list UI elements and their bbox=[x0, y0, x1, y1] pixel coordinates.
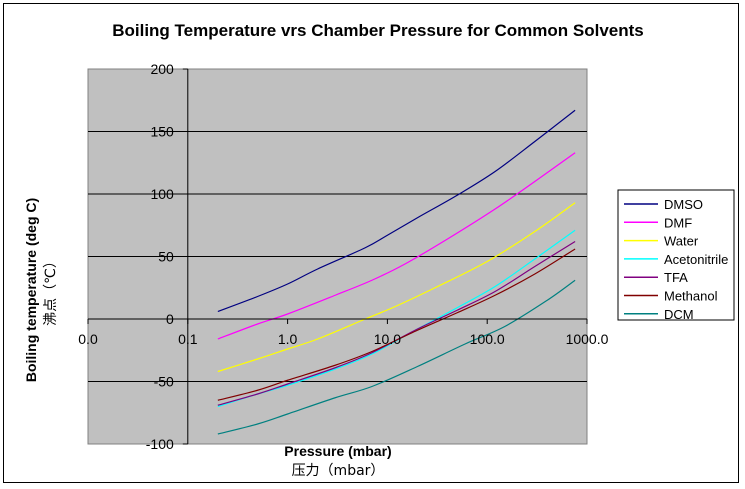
legend-label-dmso: DMSO bbox=[664, 197, 703, 212]
series-line-water bbox=[217, 202, 576, 373]
series-line-dcm bbox=[217, 279, 576, 435]
legend-label-tfa: TFA bbox=[664, 270, 688, 285]
chart-title: Boiling Temperature vrs Chamber Pressure… bbox=[112, 21, 644, 40]
legend-label-methanol: Methanol bbox=[664, 289, 718, 304]
series-line-methanol bbox=[217, 248, 576, 401]
y-tick-label: 150 bbox=[150, 124, 174, 140]
axes bbox=[87, 68, 588, 445]
y-axis-label-chinese: 沸点（℃） bbox=[43, 254, 59, 326]
x-axis-label-chinese: 压力（mbar） bbox=[292, 463, 385, 479]
y-tick-label: -100 bbox=[146, 436, 174, 452]
legend-label-water: Water bbox=[664, 234, 699, 249]
legend: DMSO DMF Water Acetonitrile TFA Methanol DCM bbox=[617, 189, 735, 322]
y-tick-labels: -100 -50 0 50 100 150 200 bbox=[146, 61, 174, 452]
x-tick-label: 1000.0 bbox=[566, 331, 609, 347]
y-tick-label: 50 bbox=[158, 249, 174, 265]
x-axis-label: Pressure (mbar) bbox=[284, 443, 391, 459]
legend-box bbox=[617, 189, 735, 321]
x-tick-label: 10.0 bbox=[374, 331, 401, 347]
legend-label-dmf: DMF bbox=[664, 215, 692, 230]
x-tick-label: 1.0 bbox=[278, 331, 298, 347]
y-tick-label: 200 bbox=[150, 61, 174, 77]
x-tick-label: 0.1 bbox=[178, 331, 198, 347]
series-line-dmso bbox=[217, 109, 576, 313]
x-tick-label: 0.0 bbox=[78, 331, 98, 347]
x-tick-labels: 0.0 0.1 1.0 10.0 100.0 1000.0 bbox=[78, 331, 608, 347]
x-tick-label: 100.0 bbox=[470, 331, 505, 347]
legend-label-acetonitrile: Acetonitrile bbox=[664, 252, 728, 267]
y-tick-label: 100 bbox=[150, 186, 174, 202]
y-tick-label: -50 bbox=[154, 374, 174, 390]
legend-label-dcm: DCM bbox=[664, 307, 694, 322]
y-axis-label: Boiling temperature (deg C) bbox=[23, 198, 39, 382]
y-tick-label: 0 bbox=[166, 311, 174, 327]
